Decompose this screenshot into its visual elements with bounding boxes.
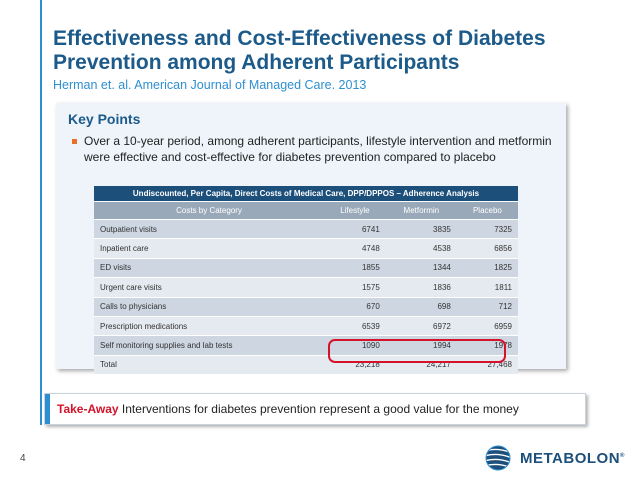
takeaway-message: Interventions for diabetes prevention re… bbox=[118, 402, 519, 416]
table-cell-lifestyle: 1575 bbox=[324, 277, 386, 298]
bullet-square-icon bbox=[72, 139, 77, 144]
left-accent-bar bbox=[40, 0, 42, 425]
table-cell-category: Calls to physicians bbox=[94, 297, 324, 317]
table-row: Urgent care visits 1575 1836 1811 bbox=[94, 277, 518, 298]
page-number: 4 bbox=[20, 453, 26, 464]
key-points-bullet: Over a 10-year period, among adherent pa… bbox=[72, 134, 564, 165]
table-row: Prescription medications 6539 6972 6959 bbox=[94, 316, 518, 337]
table-header-placebo: Placebo bbox=[456, 201, 518, 220]
table-cell-category: Total bbox=[94, 355, 324, 376]
table-cell-category: Urgent care visits bbox=[94, 277, 324, 298]
key-points-bullet-text: Over a 10-year period, among adherent pa… bbox=[84, 134, 552, 164]
cost-table: Undiscounted, Per Capita, Direct Costs o… bbox=[94, 186, 518, 376]
metabolon-logo: METABOLON® bbox=[484, 444, 634, 472]
takeaway-label: Take-Away bbox=[57, 402, 119, 416]
table-cell-placebo: 1825 bbox=[456, 258, 518, 279]
table-cell-placebo: 6856 bbox=[456, 238, 518, 259]
table-header-row: Costs by Category Lifestyle Metformin Pl… bbox=[94, 201, 518, 220]
table-cell-placebo: 7325 bbox=[456, 219, 518, 240]
table-cell-lifestyle: 1855 bbox=[324, 258, 386, 279]
table-cell-metformin: 6972 bbox=[385, 316, 457, 337]
table-cell-placebo: 6959 bbox=[456, 316, 518, 337]
table-cell-category: Self monitoring supplies and lab tests bbox=[94, 335, 324, 356]
table-cell-category: Outpatient visits bbox=[94, 219, 324, 240]
table-cell-metformin: 24,217 bbox=[385, 355, 457, 376]
table-row: ED visits 1855 1344 1825 bbox=[94, 258, 518, 279]
table-cell-lifestyle: 6539 bbox=[324, 316, 386, 337]
table-cell-lifestyle: 23,218 bbox=[324, 355, 386, 376]
slide-subtitle: Herman et. al. American Journal of Manag… bbox=[53, 78, 367, 92]
table-row: Outpatient visits 6741 3835 7325 bbox=[94, 219, 518, 240]
table-row: Inpatient care 4748 4538 6856 bbox=[94, 238, 518, 259]
table-cell-metformin: 698 bbox=[385, 297, 457, 317]
table-row-total: Total 23,218 24,217 27,468 bbox=[94, 355, 518, 376]
table-cell-lifestyle: 6741 bbox=[324, 219, 386, 240]
slide-title: Effectiveness and Cost-Effectiveness of … bbox=[53, 27, 546, 74]
table-cell-metformin: 1836 bbox=[385, 277, 457, 298]
takeaway-box: Take-Away Interventions for diabetes pre… bbox=[44, 393, 586, 425]
table-cell-placebo: 1811 bbox=[456, 277, 518, 298]
table-cell-lifestyle: 670 bbox=[324, 297, 386, 317]
key-points-box: Key Points Over a 10-year period, among … bbox=[56, 103, 566, 376]
table-cell-category: Prescription medications bbox=[94, 316, 324, 337]
table-cell-category: ED visits bbox=[94, 258, 324, 279]
table-cell-placebo: 712 bbox=[456, 297, 518, 317]
table-header-category: Costs by Category bbox=[94, 201, 324, 220]
logo-wordmark: METABOLON® bbox=[520, 450, 625, 467]
table-cell-lifestyle: 4748 bbox=[324, 238, 386, 259]
table-header-metformin: Metformin bbox=[385, 201, 457, 220]
table-cell-metformin: 3835 bbox=[385, 219, 457, 240]
table-cell-metformin: 4538 bbox=[385, 238, 457, 259]
registered-mark: ® bbox=[620, 453, 625, 459]
totals-highlight-outline bbox=[328, 339, 506, 363]
takeaway-accent-bar bbox=[45, 394, 50, 424]
table-cell-metformin: 1344 bbox=[385, 258, 457, 279]
table-cell-category: Inpatient care bbox=[94, 238, 324, 259]
table-row: Calls to physicians 670 698 712 bbox=[94, 297, 518, 317]
globe-logo-icon bbox=[485, 445, 511, 471]
table-caption: Undiscounted, Per Capita, Direct Costs o… bbox=[94, 186, 518, 202]
takeaway-text: Take-Away Interventions for diabetes pre… bbox=[57, 402, 519, 416]
table-header-lifestyle: Lifestyle bbox=[324, 201, 386, 220]
key-points-heading: Key Points bbox=[68, 111, 141, 127]
